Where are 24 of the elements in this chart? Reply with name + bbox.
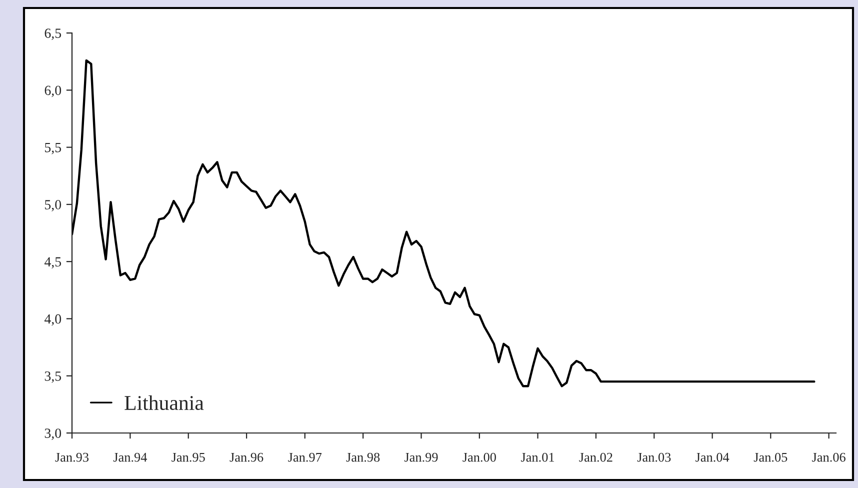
y-tick-label: 3,5	[44, 371, 62, 383]
x-tick-label: Jan.93	[55, 452, 89, 462]
x-tick-label: Jan.03	[637, 452, 671, 462]
x-tick-label: Jan.98	[346, 452, 380, 462]
x-tick-label: Jan.04	[696, 452, 730, 462]
x-tick-label: Jan.94	[113, 452, 148, 462]
x-tick-label: Jan.01	[521, 452, 554, 462]
x-tick-label: Jan.05	[754, 452, 788, 462]
line-series	[72, 59, 816, 388]
y-tick-label: 4,5	[44, 257, 62, 269]
x-tick-label: Jan.95	[172, 452, 205, 462]
y-tick-label: 3,0	[44, 428, 62, 440]
legend-label: Lithuania	[124, 395, 204, 410]
x-tick-label: Jan.97	[288, 452, 322, 462]
y-tick-label: 5,0	[45, 200, 62, 212]
x-tick-label: Jan.06	[812, 452, 846, 462]
x-tick-label: Jan.00	[462, 452, 496, 462]
y-tick-label: 4,0	[44, 314, 62, 326]
x-tick-label: Jan.02	[579, 452, 612, 462]
x-tick-label: Jan.99	[404, 452, 438, 462]
y-tick-label: 6,0	[44, 86, 62, 98]
x-tick-label: Jan.96	[230, 452, 264, 462]
y-tick-label: 5,5	[45, 143, 62, 154]
y-tick-label: 6,5	[44, 28, 62, 40]
